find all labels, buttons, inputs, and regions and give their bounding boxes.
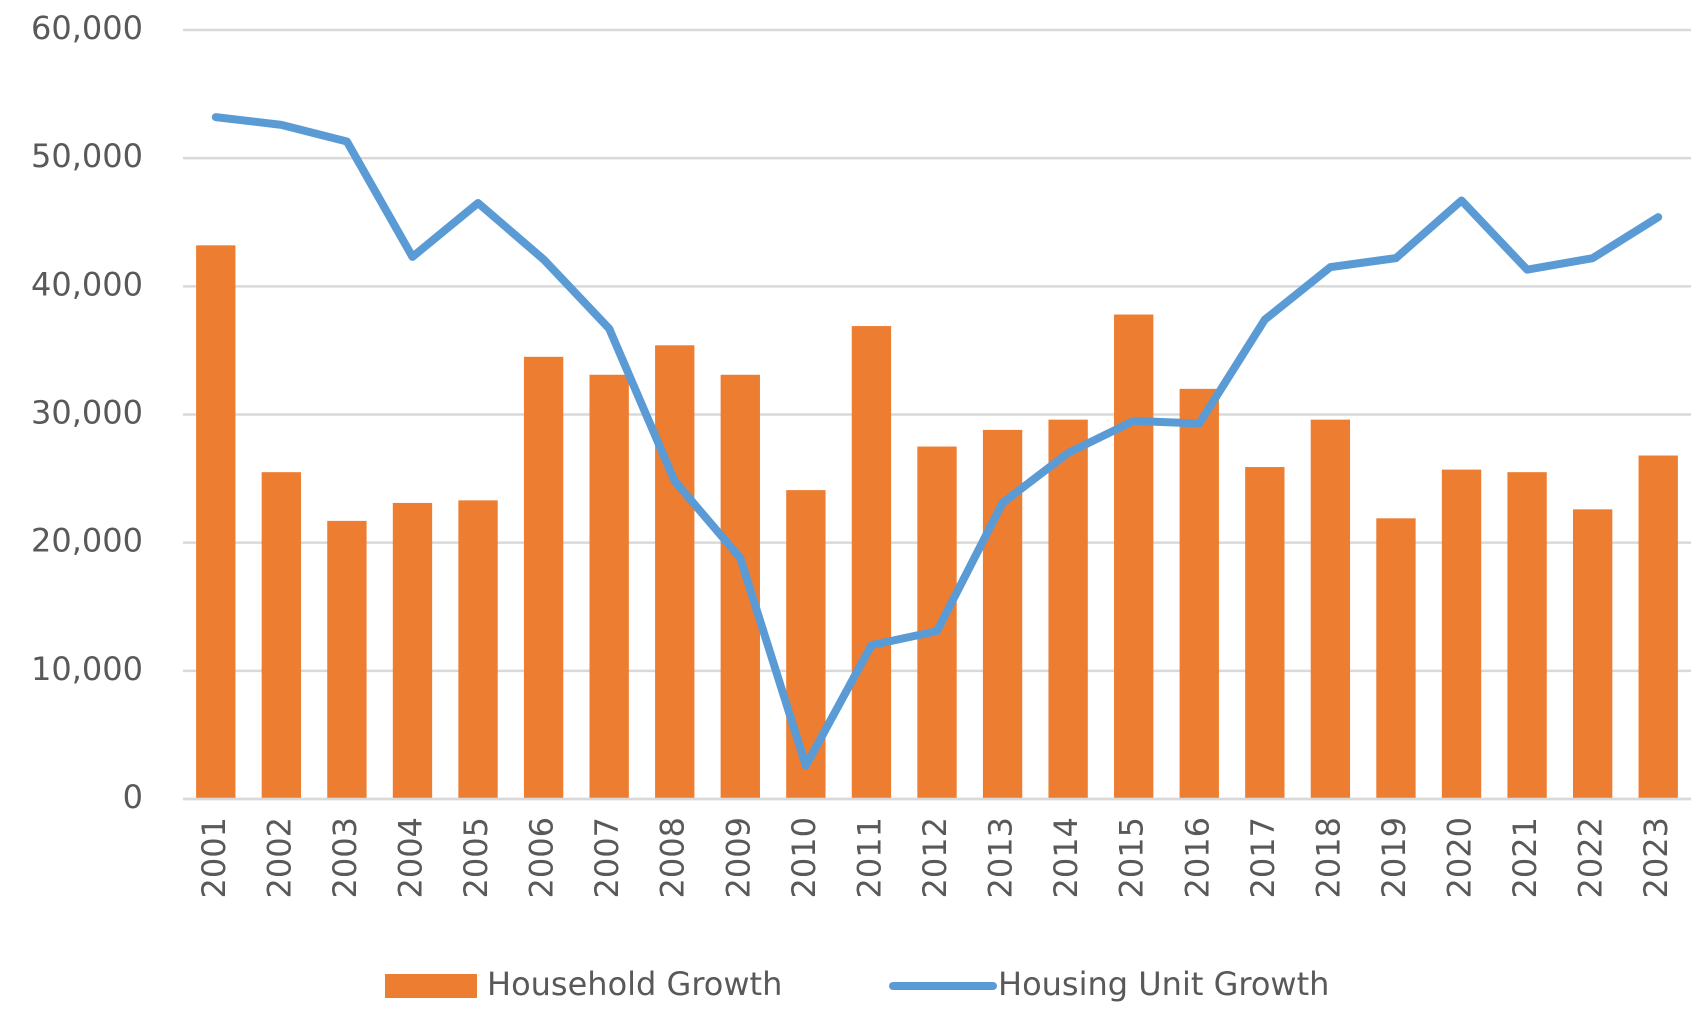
x-tick-label: 2011 — [850, 817, 888, 898]
y-tick-label: 40,000 — [31, 265, 143, 303]
bar — [327, 520, 367, 799]
legend-swatch — [385, 974, 477, 998]
y-tick-label: 20,000 — [31, 522, 143, 560]
bar — [1048, 419, 1088, 799]
x-tick-label: 2012 — [916, 817, 954, 898]
y-tick-label: 0 — [123, 778, 143, 816]
x-tick-label: 2006 — [523, 817, 561, 898]
y-tick-label: 60,000 — [31, 9, 143, 47]
x-tick-label: 2001 — [195, 817, 233, 898]
bar — [1441, 469, 1482, 799]
x-tick-label: 2010 — [785, 817, 823, 898]
bar — [392, 502, 433, 799]
legend-label: Housing Unit Growth — [998, 965, 1329, 1003]
x-tick-label: 2005 — [457, 817, 495, 898]
x-tick-label: 2008 — [654, 817, 692, 898]
x-tick-label: 2004 — [391, 817, 429, 898]
x-tick-label: 2014 — [1047, 817, 1085, 898]
y-tick-label: 30,000 — [31, 394, 143, 432]
x-tick-label: 2023 — [1637, 817, 1675, 898]
bar — [1638, 455, 1678, 799]
bar — [982, 429, 1023, 799]
bar — [589, 374, 629, 799]
bar — [1179, 388, 1219, 799]
bar — [720, 374, 760, 799]
bar — [851, 326, 892, 799]
x-tick-label: 2009 — [719, 817, 757, 898]
bar — [1572, 509, 1613, 799]
bar — [1114, 314, 1154, 799]
x-tick-label: 2019 — [1375, 817, 1413, 898]
bar — [1245, 467, 1285, 799]
x-tick-label: 2017 — [1244, 817, 1282, 898]
bar — [261, 472, 302, 799]
x-tick-label: 2003 — [326, 817, 364, 898]
x-tick-label: 2022 — [1572, 817, 1610, 898]
bar — [655, 345, 695, 799]
x-tick-label: 2018 — [1309, 817, 1347, 898]
x-tick-label: 2016 — [1178, 817, 1216, 898]
y-tick-label: 10,000 — [31, 650, 143, 688]
bar — [1376, 518, 1416, 799]
x-tick-label: 2021 — [1506, 817, 1544, 898]
bar — [458, 500, 498, 799]
y-tick-label: 50,000 — [31, 137, 143, 175]
x-tick-label: 2013 — [982, 817, 1020, 898]
line — [211, 113, 1663, 770]
bar — [1310, 419, 1351, 799]
bar — [1507, 472, 1547, 799]
bar — [196, 245, 236, 799]
x-tick-label: 2015 — [1113, 817, 1151, 898]
x-tick-label: 2007 — [588, 817, 626, 898]
x-tick-label: 2020 — [1441, 817, 1479, 898]
legend-label: Household Growth — [487, 965, 782, 1003]
bar — [523, 356, 564, 799]
x-tick-label: 2002 — [260, 817, 298, 898]
